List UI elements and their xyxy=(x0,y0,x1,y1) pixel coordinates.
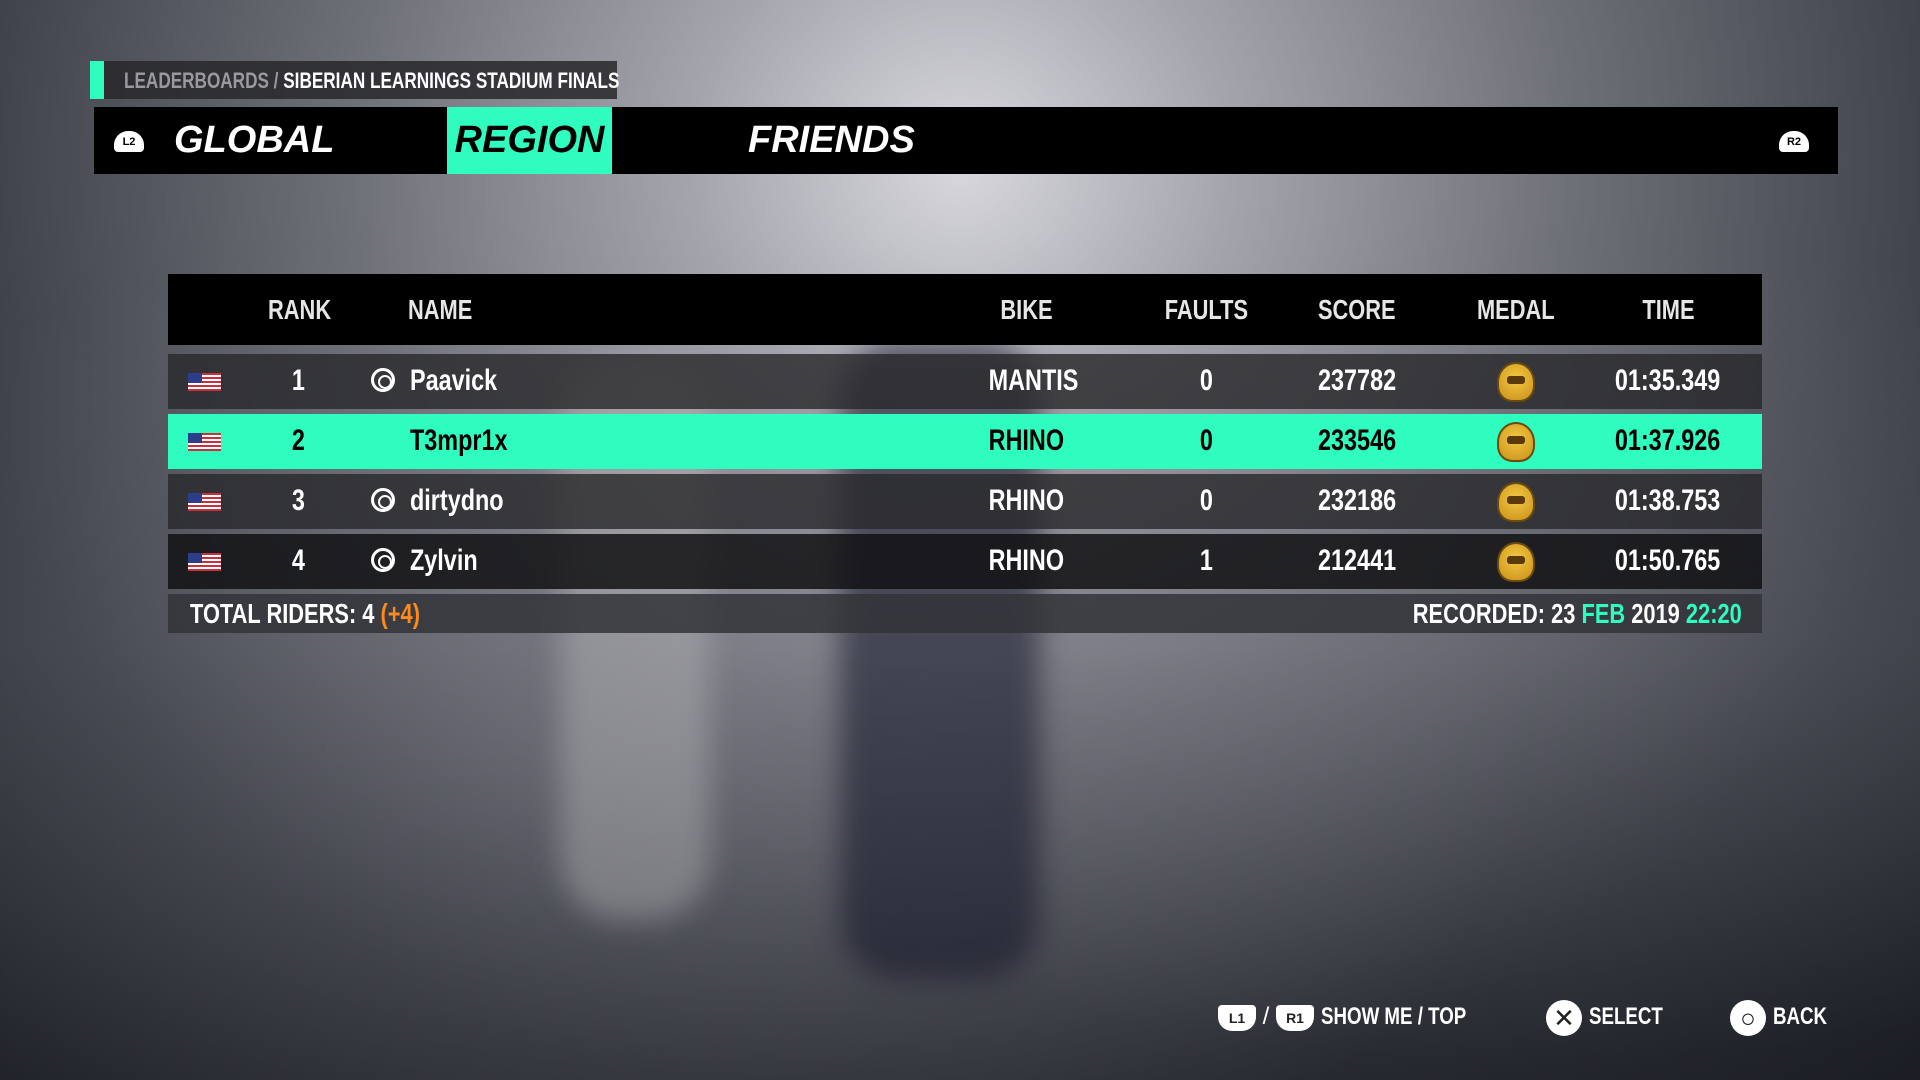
breadcrumb-current: SIBERIAN LEARNINGS STADIUM FINALS xyxy=(283,68,620,93)
tab-global[interactable]: GLOBAL xyxy=(174,119,335,161)
l1-button-icon: L1 xyxy=(1218,1004,1256,1031)
score: 232186 xyxy=(1317,484,1397,517)
total-riders-count: 4 xyxy=(362,598,375,629)
l2-button-icon[interactable]: L2 xyxy=(114,131,144,152)
r1-button-icon: R1 xyxy=(1276,1004,1315,1031)
header-name: NAME xyxy=(408,294,473,325)
header-medal: MEDAL xyxy=(1477,294,1555,325)
header-bike: BIKE xyxy=(999,294,1053,325)
legend-select-label: SELECT xyxy=(1588,1003,1663,1031)
faults: 0 xyxy=(1199,364,1213,397)
recorded-time: 22:20 xyxy=(1686,598,1742,629)
total-riders-delta: (+4) xyxy=(380,598,420,629)
table-row[interactable]: 3 dirtydno RHINO 0 232186 01:38.753 xyxy=(168,474,1762,529)
recorded-month: FEB xyxy=(1581,598,1626,629)
breadcrumb-accent xyxy=(90,61,104,99)
us-flag-icon xyxy=(188,373,221,391)
table-row[interactable]: 2 T3mpr1x RHINO 0 233546 01:37.926 xyxy=(168,414,1762,469)
header-time: TIME xyxy=(1641,294,1695,325)
tab-region[interactable]: REGION xyxy=(447,107,612,174)
header-rank: RANK xyxy=(268,294,332,325)
total-riders-label: TOTAL RIDERS: xyxy=(190,598,357,629)
uplay-icon xyxy=(371,548,395,572)
us-flag-icon xyxy=(188,493,221,511)
gold-medal-icon xyxy=(1497,482,1535,522)
recorded-label: RECORDED: xyxy=(1413,598,1546,629)
rank: 1 xyxy=(291,364,305,397)
score: 237782 xyxy=(1317,364,1397,397)
faults: 0 xyxy=(1199,424,1213,457)
player-name: T3mpr1x xyxy=(410,424,508,457)
time: 01:50.765 xyxy=(1615,544,1721,577)
breadcrumb: LEADERBOARDS / SIBERIAN LEARNINGS STADIU… xyxy=(90,61,620,99)
us-flag-icon xyxy=(188,553,221,571)
table-header: RANK NAME BIKE FAULTS SCORE MEDAL TIME xyxy=(168,274,1762,345)
score: 212441 xyxy=(1317,544,1397,577)
faults: 0 xyxy=(1199,484,1213,517)
time: 01:35.349 xyxy=(1615,364,1721,397)
rank: 3 xyxy=(291,484,305,517)
score: 233546 xyxy=(1317,424,1397,457)
tab-friends[interactable]: FRIENDS xyxy=(748,119,915,161)
time: 01:37.926 xyxy=(1615,424,1721,457)
uplay-icon xyxy=(371,368,395,392)
legend-show-me-label: SHOW ME / TOP xyxy=(1320,1003,1466,1030)
header-score: SCORE xyxy=(1318,294,1396,325)
header-faults: FAULTS xyxy=(1164,294,1248,325)
bike: RHINO xyxy=(988,544,1064,577)
rank: 2 xyxy=(291,424,305,457)
legend-separator: / xyxy=(1262,1003,1270,1030)
gold-medal-icon xyxy=(1497,362,1535,402)
r2-button-icon[interactable]: R2 xyxy=(1779,131,1809,152)
uplay-icon xyxy=(371,488,395,512)
legend-back[interactable]: ○ BACK xyxy=(1730,1000,1842,1036)
table-footer: TOTAL RIDERS: 4 (+4) RECORDED: 23 FEB 20… xyxy=(168,594,1762,633)
tab-bar: L2 GLOBAL REGION FRIENDS R2 xyxy=(94,107,1838,174)
bike: RHINO xyxy=(988,424,1064,457)
cross-button-icon: ✕ xyxy=(1546,1000,1582,1036)
us-flag-icon xyxy=(188,433,221,451)
breadcrumb-parent[interactable]: LEADERBOARDS / xyxy=(124,68,279,93)
time: 01:38.753 xyxy=(1615,484,1721,517)
bike: MANTIS xyxy=(988,364,1079,397)
table-row[interactable]: 4 Zylvin RHINO 1 212441 01:50.765 xyxy=(168,534,1762,589)
gold-medal-icon xyxy=(1497,422,1535,462)
circle-button-icon: ○ xyxy=(1730,1000,1766,1036)
recorded-year: 2019 xyxy=(1631,598,1681,629)
table-row[interactable]: 1 Paavick MANTIS 0 237782 01:35.349 xyxy=(168,354,1762,409)
faults: 1 xyxy=(1199,544,1213,577)
player-name: Zylvin xyxy=(410,544,478,577)
legend-back-label: BACK xyxy=(1772,1003,1827,1031)
gold-medal-icon xyxy=(1497,542,1535,582)
player-name: dirtydno xyxy=(410,484,504,517)
player-name: Paavick xyxy=(410,364,498,397)
rank: 4 xyxy=(291,544,305,577)
legend-select[interactable]: ✕ SELECT xyxy=(1546,1000,1683,1036)
recorded-day: 23 xyxy=(1551,598,1576,629)
legend-show-me-top[interactable]: L1 / R1 SHOW ME / TOP xyxy=(1218,1000,1507,1034)
bike: RHINO xyxy=(988,484,1064,517)
